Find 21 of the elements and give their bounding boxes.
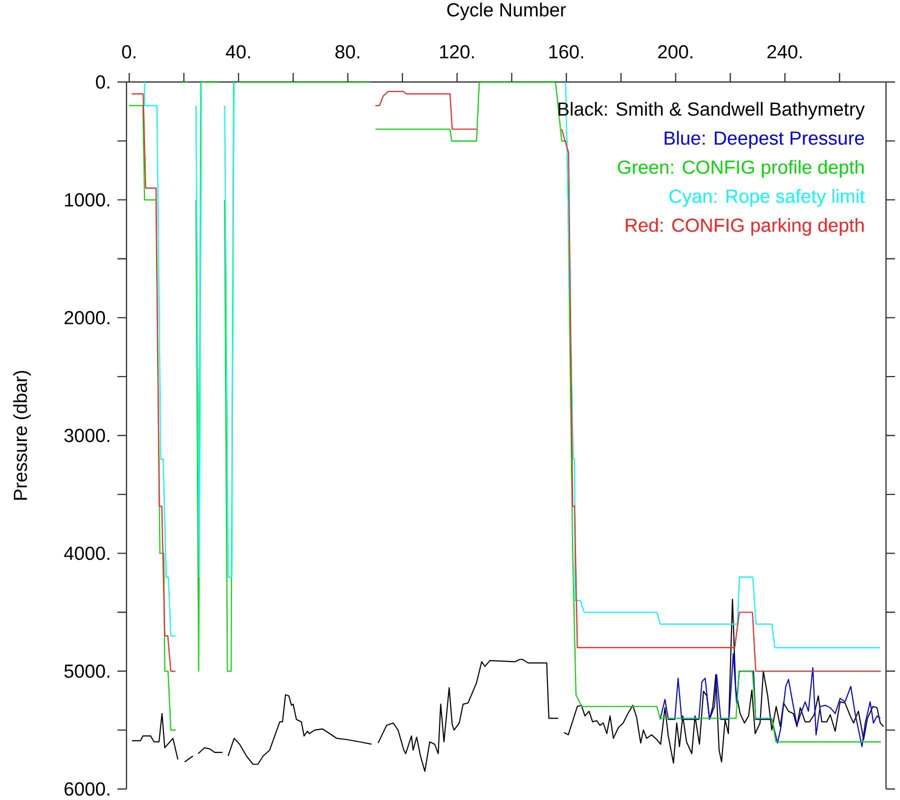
y-tick-label: 3000. bbox=[64, 428, 110, 442]
y-tick-label: 1000. bbox=[65, 193, 110, 207]
x-tick-label: 120. bbox=[440, 45, 474, 58]
y-axis-title: Pressure (dbar) bbox=[13, 370, 31, 500]
text: Blue: Deepest Pressure bbox=[664, 130, 864, 149]
y-tick-label: 6000. bbox=[64, 782, 110, 796]
y-tick-label: 0. bbox=[96, 75, 110, 89]
x-tick-label: 240. bbox=[767, 45, 802, 58]
x-tick-label: 0. bbox=[122, 45, 136, 58]
x-axis-title: Cycle Number bbox=[447, 2, 566, 20]
text: Green: CONFIG profile depth bbox=[618, 160, 864, 178]
x-tick-label: 200. bbox=[658, 45, 692, 58]
y-tick-label: 2000. bbox=[64, 310, 110, 324]
x-tick-label: 160. bbox=[549, 45, 584, 58]
text: Red: CONFIG parking depth bbox=[626, 218, 864, 236]
line-series bbox=[660, 652, 881, 748]
text: Cyan: Rope safety limit bbox=[669, 188, 865, 207]
y-tick-label: 5000. bbox=[64, 664, 110, 678]
y-tick-label: 4000. bbox=[64, 546, 110, 560]
x-tick-label: 40. bbox=[226, 45, 250, 58]
x-tick-label: 80. bbox=[335, 45, 360, 58]
